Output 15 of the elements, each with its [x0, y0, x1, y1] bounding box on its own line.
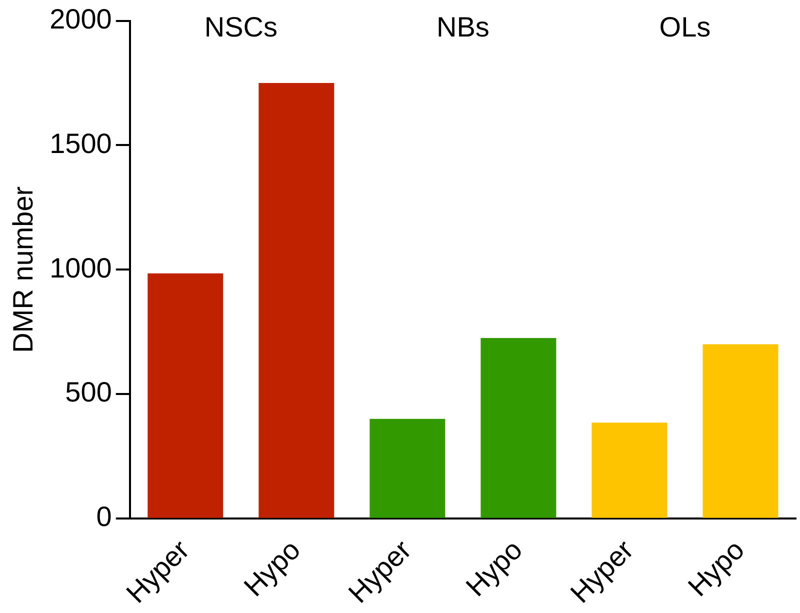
bar — [148, 273, 224, 518]
annotation: OLs — [659, 12, 711, 43]
y-axis-title: DMR number — [8, 186, 39, 353]
annotation: NBs — [436, 12, 490, 43]
annotation: NSCs — [204, 12, 278, 43]
bar — [370, 418, 446, 518]
y-tick-label: 2000 — [50, 4, 112, 35]
y-tick-label: 1000 — [50, 252, 112, 284]
bar — [480, 338, 556, 518]
y-tick-label: 0 — [96, 501, 112, 532]
bar — [702, 344, 778, 518]
bar — [592, 422, 668, 518]
y-tick-label: 500 — [65, 376, 112, 408]
y-tick-label: 1500 — [50, 128, 112, 159]
bar — [258, 83, 334, 518]
